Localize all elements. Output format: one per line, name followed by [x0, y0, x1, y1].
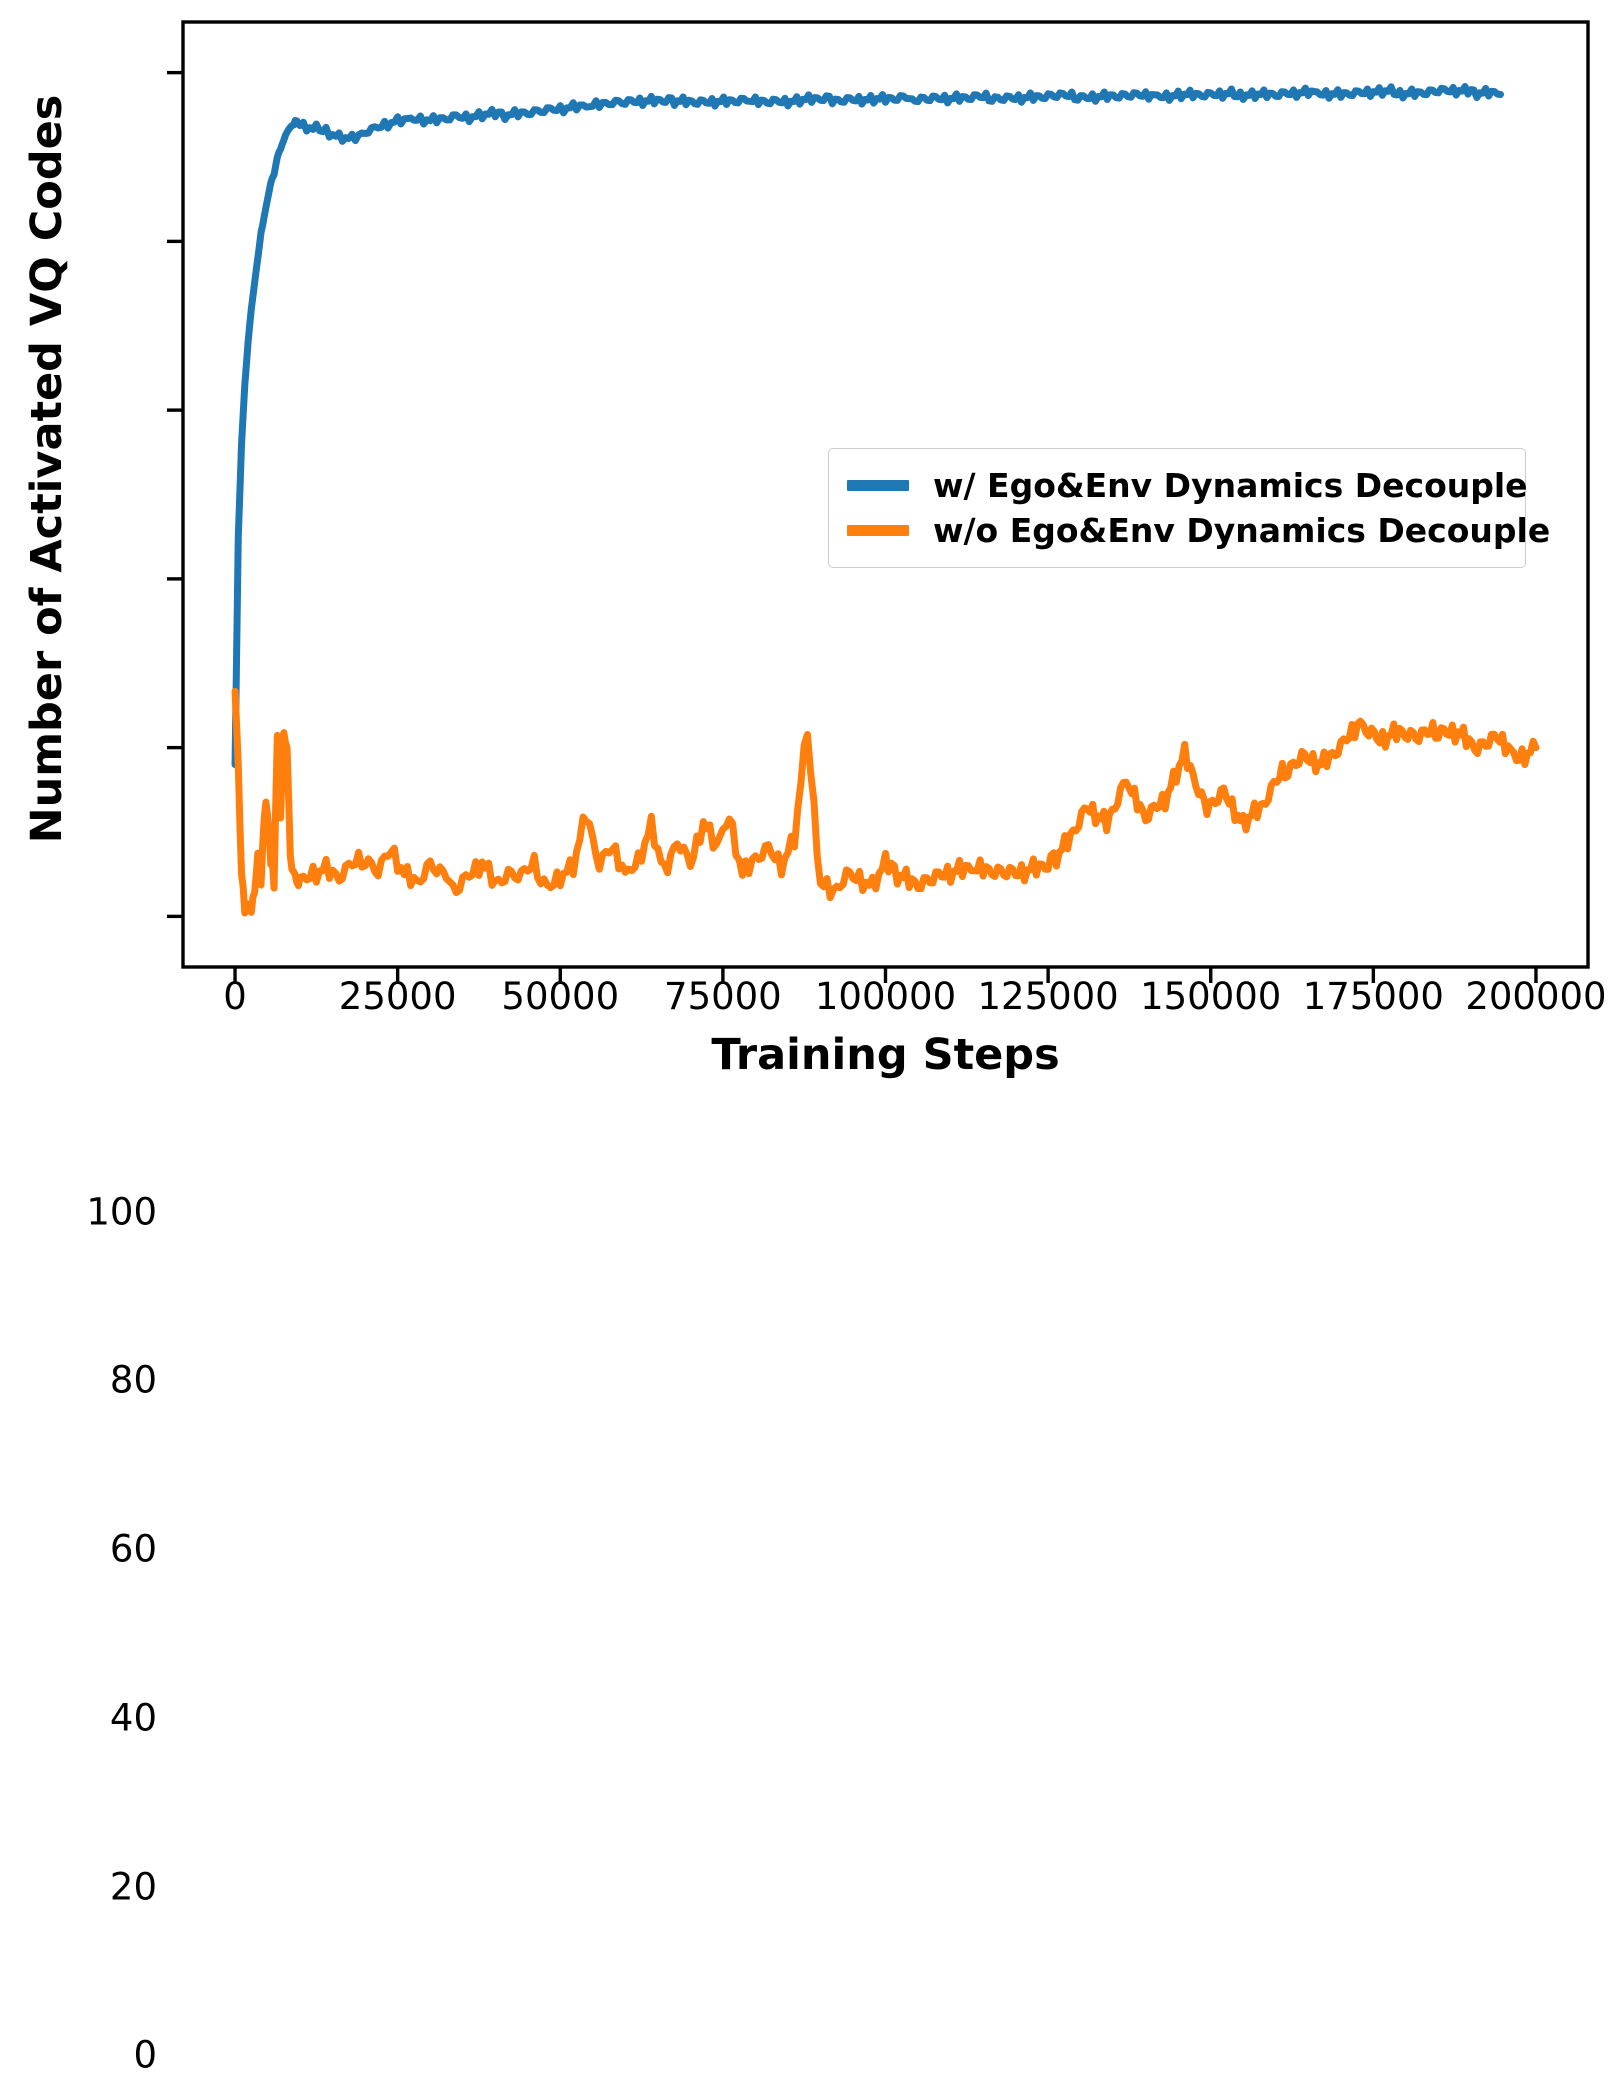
- legend-swatch-orange: [847, 525, 909, 536]
- x-tick-label: 175000: [1302, 975, 1444, 1018]
- series-line-with-decouple: [231, 83, 1504, 769]
- x-tick-label: 125000: [977, 975, 1119, 1018]
- x-tick-label: 75000: [664, 975, 782, 1018]
- chart-legend[interactable]: w/ Ego&Env Dynamics Decouple w/o Ego&Env…: [828, 448, 1550, 568]
- y-axis-title: Number of Activated VQ Codes: [22, 94, 72, 844]
- y-tick-label: 100: [86, 1190, 157, 1234]
- y-tick-label: 40: [109, 1696, 157, 1740]
- legend-item-without-decouple[interactable]: w/o Ego&Env Dynamics Decouple: [847, 508, 1550, 553]
- plot-canvas: [167, 20, 1590, 983]
- x-tick-label: 100000: [814, 975, 957, 1018]
- y-tick-label: 20: [109, 1865, 157, 1909]
- x-tick-label: 50000: [501, 975, 620, 1018]
- data-curves: [231, 83, 1540, 917]
- chart-figure: 0 20 40 60 80 100 0 25000 50000 75000 100000 12500…: [22, 20, 1607, 2077]
- x-tick-label: 200000: [1465, 975, 1607, 1018]
- legend-label-with-decouple: w/ Ego&Env Dynamics Decouple: [933, 466, 1528, 505]
- series-line-without-decouple: [231, 687, 1540, 917]
- x-tick-label: 150000: [1140, 975, 1282, 1018]
- legend-label-without-decouple: w/o Ego&Env Dynamics Decouple: [933, 511, 1551, 550]
- x-tick-label: 25000: [338, 975, 457, 1018]
- axes-ticks: [167, 70, 1538, 983]
- y-tick-label: 0: [133, 2033, 157, 2077]
- y-tick-label: 60: [109, 1527, 157, 1571]
- x-axis-title: Training Steps: [711, 1030, 1060, 1080]
- y-tick-label: 80: [109, 1358, 157, 1402]
- legend-swatch-blue: [847, 480, 909, 491]
- legend-item-with-decouple[interactable]: w/ Ego&Env Dynamics Decouple: [847, 463, 1528, 508]
- x-tick-label: 0: [223, 975, 247, 1018]
